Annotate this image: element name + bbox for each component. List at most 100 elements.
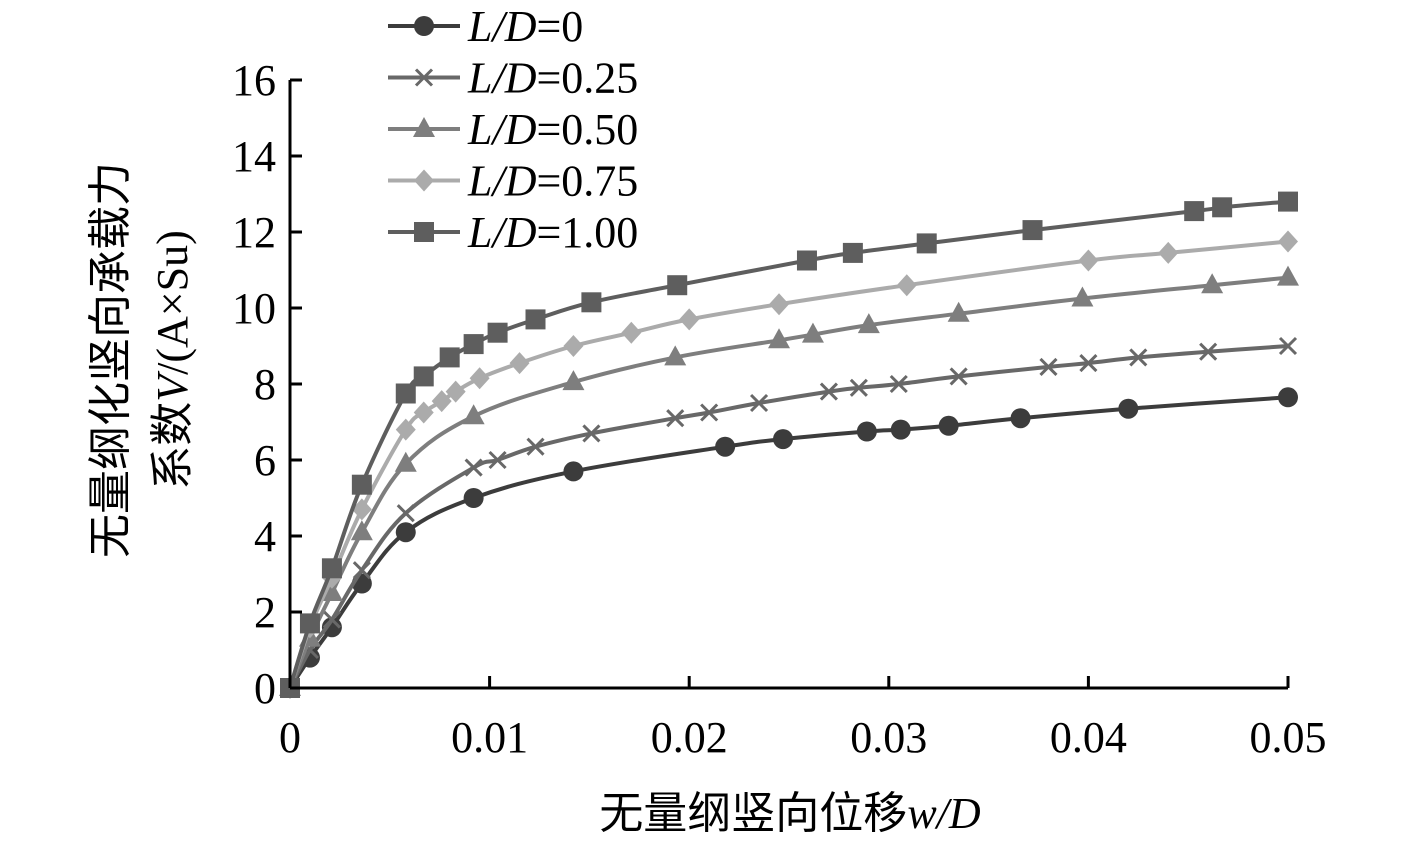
data-point — [938, 415, 959, 436]
legend-item-0: L/D=0 — [388, 2, 583, 51]
legend-item-1: L/D=0.25 — [388, 54, 638, 103]
series-line — [288, 239, 1289, 689]
data-point — [801, 322, 824, 343]
legend-item-2: L/D=0.50 — [388, 105, 638, 154]
data-point — [1277, 265, 1299, 286]
legend-item-4: L/D=1.00 — [388, 208, 638, 257]
plot-area — [279, 191, 1299, 699]
data-point — [395, 383, 416, 404]
data-point — [769, 293, 790, 316]
data-point — [563, 335, 584, 357]
data-point — [1079, 354, 1098, 373]
data-point — [463, 488, 484, 508]
legend-label: L/D=0 — [467, 2, 583, 51]
y-tick-label: 14 — [232, 132, 276, 181]
series-3 — [280, 230, 1298, 699]
data-point — [749, 393, 769, 413]
x-axis-title: 无量纲竖向位移w/D — [599, 788, 981, 839]
data-point — [796, 250, 817, 271]
legend-marker — [414, 68, 434, 87]
data-point — [856, 421, 877, 442]
data-point — [1201, 273, 1224, 294]
legend-label: L/D=0.25 — [467, 54, 638, 103]
data-point — [488, 450, 507, 470]
series-4 — [280, 191, 1298, 698]
data-point — [1278, 336, 1298, 356]
data-point — [509, 352, 530, 375]
series-1 — [280, 336, 1298, 698]
axes — [288, 80, 1288, 690]
series-2 — [279, 265, 1299, 696]
data-point — [413, 401, 434, 424]
data-point — [396, 504, 415, 523]
data-point — [667, 275, 688, 296]
data-point — [890, 419, 911, 440]
data-point — [896, 274, 917, 297]
data-point — [1212, 197, 1233, 218]
y-axis-title: 无量纲化竖向承载力 系数V/(A×Su) — [85, 162, 198, 558]
legend-marker — [414, 169, 434, 192]
data-point — [320, 581, 343, 601]
data-point — [299, 613, 320, 634]
data-point — [1039, 357, 1058, 376]
data-point — [949, 367, 968, 386]
y-axis-title-line1: 无量纲化竖向承载力 — [85, 162, 136, 558]
y-tick-label: 4 — [254, 512, 276, 561]
series-0 — [280, 387, 1298, 698]
data-point — [563, 461, 584, 482]
data-point — [666, 409, 685, 428]
data-point — [351, 474, 372, 495]
data-point — [842, 242, 863, 263]
y-tick-label: 12 — [232, 208, 276, 257]
data-point — [321, 558, 342, 579]
legend-label: L/D=1.00 — [467, 208, 638, 257]
data-point — [487, 322, 508, 343]
data-point — [889, 374, 908, 394]
data-point — [621, 321, 642, 344]
data-point — [715, 436, 736, 457]
data-point — [700, 403, 719, 422]
x-tick-label: 0.05 — [1250, 713, 1327, 762]
data-point — [395, 522, 416, 543]
legend-label: L/D=0.75 — [467, 157, 638, 206]
x-tick-label: 0.03 — [850, 713, 927, 762]
data-point — [857, 313, 880, 334]
data-point — [321, 617, 342, 638]
data-point — [1071, 286, 1094, 307]
data-point — [469, 367, 490, 390]
data-point — [1184, 201, 1205, 222]
data-point — [463, 334, 484, 355]
x-tick-label: 0.02 — [651, 713, 728, 762]
data-point — [768, 328, 791, 349]
data-point — [445, 380, 466, 403]
y-tick-label: 2 — [254, 588, 276, 637]
data-point — [582, 424, 601, 443]
data-point — [1158, 241, 1179, 264]
data-point — [916, 233, 937, 254]
data-point — [679, 308, 700, 331]
data-point — [322, 610, 341, 629]
data-point — [1010, 408, 1031, 429]
x-tick-label: 0.04 — [1050, 713, 1127, 762]
data-point — [581, 292, 602, 313]
data-point — [1278, 387, 1298, 408]
data-point — [1129, 348, 1148, 367]
data-point — [773, 429, 794, 450]
legend-marker — [414, 16, 434, 36]
data-point — [562, 370, 585, 391]
data-point — [819, 382, 838, 401]
data-point — [351, 498, 372, 521]
data-point — [664, 345, 687, 366]
ticks: 0 2 4 6 8 10 12 14 16 0 0.01 0.02 0.03 0.04 0.05 — [232, 56, 1327, 762]
data-point — [1278, 191, 1298, 212]
data-point — [947, 301, 970, 322]
y-tick-label: 8 — [254, 360, 276, 409]
y-axis-title-line2: 系数V/(A×Su) — [147, 230, 198, 489]
data-point — [1199, 342, 1218, 361]
y-tick-label: 6 — [254, 436, 276, 485]
data-point — [394, 451, 417, 472]
data-point — [526, 437, 545, 456]
y-tick-label: 16 — [232, 56, 276, 105]
data-point — [525, 309, 546, 330]
